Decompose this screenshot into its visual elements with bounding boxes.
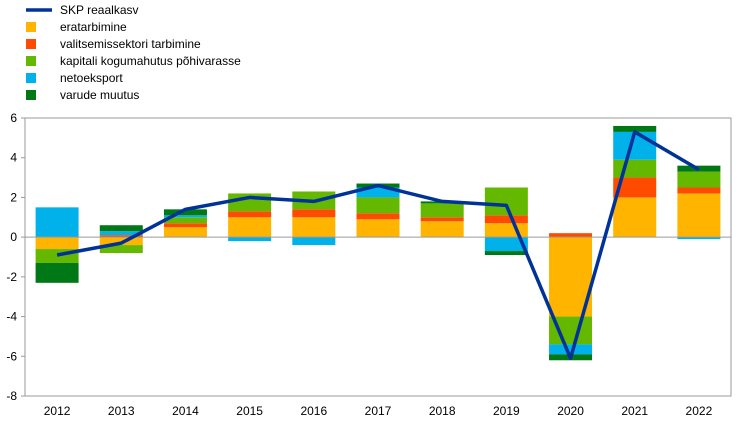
x-tick-label: 2013 <box>108 404 135 418</box>
legend-marker <box>26 73 36 83</box>
legend-marker <box>26 90 36 100</box>
x-tick-label: 2021 <box>621 404 648 418</box>
bar-segment <box>228 211 272 218</box>
bar-segment <box>677 237 721 240</box>
bar-segment <box>549 344 593 355</box>
bar-segment <box>228 217 272 238</box>
legend-label: SKP reaalkasv <box>60 3 139 17</box>
bar-segment <box>613 177 657 198</box>
legend: SKP reaalkasv eratarbimine valitsemissekto… <box>26 3 241 102</box>
bar-segment <box>613 125 657 132</box>
y-tick-label: 2 <box>10 190 17 204</box>
bar-segment <box>420 221 464 238</box>
bar-segment <box>613 197 657 238</box>
bar-segment <box>35 262 79 283</box>
x-tick-label: 2019 <box>493 404 520 418</box>
bar-segment <box>356 187 400 198</box>
x-axis: 2012 2013 2014 2015 2016 2017 2018 2019 2020 2021… <box>44 404 713 418</box>
bar-segment <box>163 217 207 224</box>
bar-segment <box>163 227 207 238</box>
x-tick-label: 2017 <box>365 404 392 418</box>
y-tick-label: 4 <box>10 151 17 165</box>
legend-label: netoeksport <box>60 71 123 85</box>
plot-frame <box>24 117 732 397</box>
y-tick-label: 6 <box>10 111 17 125</box>
bar-segment <box>292 209 336 218</box>
bar-segment <box>677 187 721 194</box>
bar-segment <box>549 233 593 238</box>
bar-segment <box>163 209 207 216</box>
bar-segment <box>99 231 143 236</box>
legend-label: kapitali kogumahutus põhivarasse <box>60 54 241 68</box>
bar-segment <box>677 193 721 238</box>
x-tick-label: 2018 <box>429 404 456 418</box>
x-tick-label: 2015 <box>236 404 263 418</box>
bar-segment <box>356 213 400 220</box>
bar-segment <box>356 197 400 214</box>
legend-label: eratarbimine <box>60 20 127 34</box>
legend-marker <box>26 39 36 49</box>
bar-segment <box>484 251 528 256</box>
y-tick-label: -8 <box>6 389 17 403</box>
bar-segment <box>163 215 207 218</box>
bar-segment <box>484 187 528 216</box>
y-tick-label: -2 <box>6 270 17 284</box>
x-tick-label: 2012 <box>44 404 71 418</box>
x-tick-label: 2016 <box>300 404 327 418</box>
x-tick-label: 2020 <box>557 404 584 418</box>
legend-marker <box>26 22 36 32</box>
plot-area <box>24 117 732 397</box>
bar-segment <box>484 237 528 252</box>
y-tick-label: -6 <box>6 349 17 363</box>
bar-segment <box>420 203 464 218</box>
x-tick-label: 2014 <box>172 404 199 418</box>
bar-segment <box>677 171 721 188</box>
bar-segment <box>613 159 657 178</box>
bar-segment <box>420 217 464 222</box>
x-tick-label: 2022 <box>686 404 713 418</box>
bar-segment <box>292 217 336 238</box>
legend-label: varude muutus <box>60 88 139 102</box>
y-tick-label: -4 <box>6 310 17 324</box>
y-tick-label: 0 <box>10 230 17 244</box>
legend-marker <box>26 56 36 66</box>
y-axis: -8 -6 -4 -2 0 2 4 6 <box>6 111 25 403</box>
bar-segment <box>99 235 143 238</box>
bar-segment <box>35 237 79 250</box>
bar-segment <box>356 219 400 238</box>
bar-segment <box>484 215 528 224</box>
bar-segment <box>99 225 143 232</box>
bar-segment <box>484 223 528 238</box>
legend-label: valitsemissektori tarbimine <box>60 37 201 51</box>
bar-segment <box>99 245 143 254</box>
bar-segment <box>99 237 143 246</box>
bar-segment <box>35 207 79 238</box>
bar-segment <box>228 237 272 242</box>
bar-segment <box>292 237 336 246</box>
bars-layer <box>35 125 721 361</box>
bar-segment <box>163 223 207 228</box>
series-line-skp-reaalkasv <box>56 130 700 361</box>
